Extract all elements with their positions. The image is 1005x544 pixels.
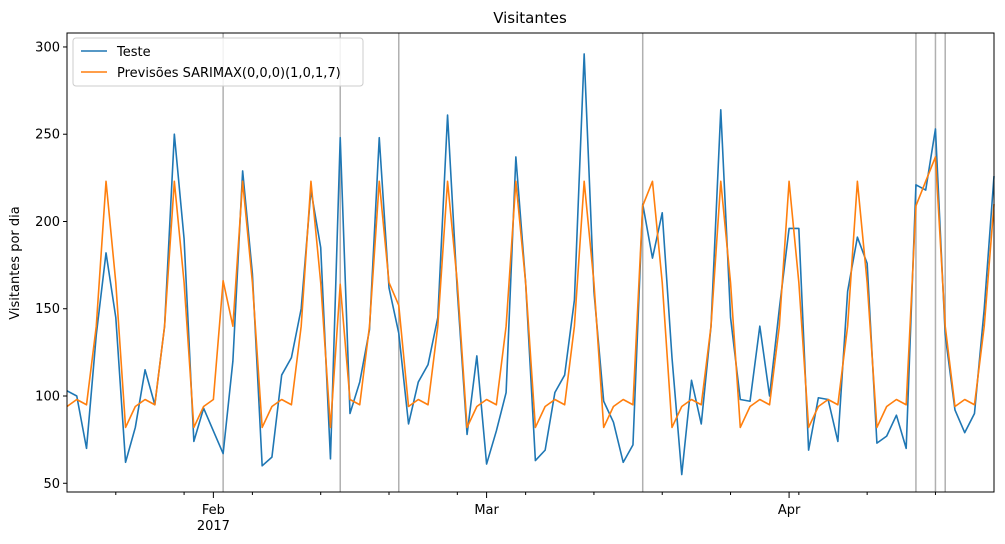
chart-title: Visitantes — [493, 9, 567, 27]
plot-frame — [66, 32, 995, 493]
event-markers — [222, 33, 946, 492]
y-axis-title: Visitantes por dia — [8, 206, 23, 319]
x-tick-label-2: Apr — [778, 503, 801, 518]
legend-box — [72, 37, 364, 87]
x-tick-sublabel-0: 2017 — [197, 519, 230, 534]
y-axis: 50 100 150 200 250 300 — [35, 40, 67, 492]
y-tick-label-300: 300 — [35, 40, 60, 55]
legend: Teste Previsões SARIMAX(0,0,0)(1,0,1,7) — [72, 37, 364, 87]
y-tick-label-100: 100 — [35, 390, 60, 405]
x-tick-label-1: Mar — [474, 503, 499, 518]
legend-label-teste: Teste — [116, 45, 151, 60]
legend-label-previsoes: Previsões SARIMAX(0,0,0)(1,0,1,7) — [117, 66, 341, 81]
series-lines — [66, 53, 995, 476]
series-line-1 — [66, 156, 995, 429]
y-tick-label-150: 150 — [35, 302, 60, 317]
series-line-0 — [66, 53, 995, 476]
y-tick-label-250: 250 — [35, 128, 60, 143]
y-tick-label-50: 50 — [43, 477, 60, 492]
x-tick-label-0: Feb — [202, 503, 225, 518]
y-tick-label-200: 200 — [35, 215, 60, 230]
